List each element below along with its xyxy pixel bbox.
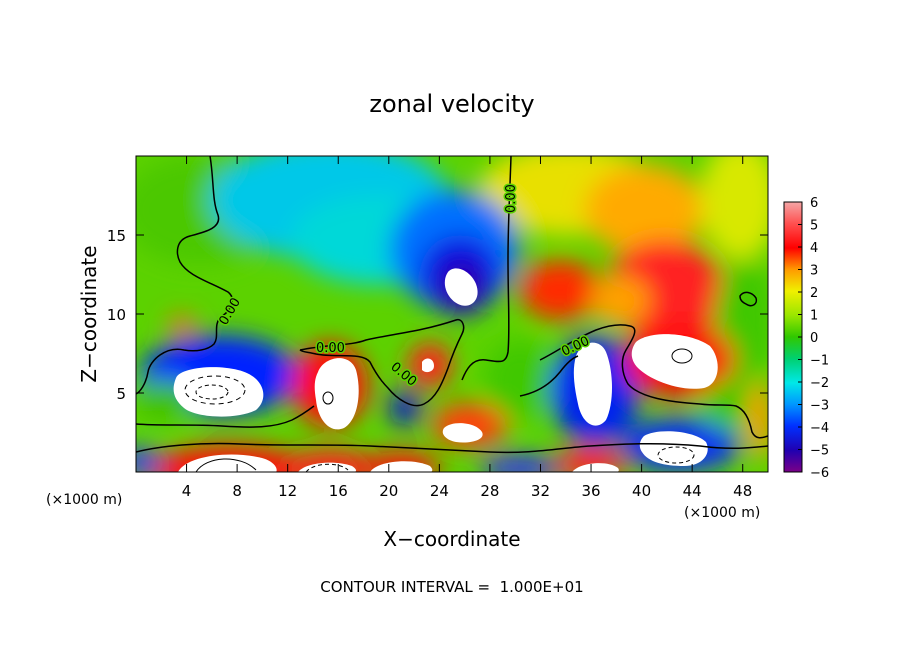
blob-orange-left bbox=[168, 316, 196, 334]
solid-contour-16 bbox=[322, 391, 334, 405]
zero-contour-right bbox=[539, 324, 768, 439]
core-upper-blue bbox=[444, 268, 478, 306]
field-blobs bbox=[136, 156, 768, 472]
y-tick-label: 5 bbox=[116, 385, 126, 403]
blob-orange-right-low bbox=[748, 380, 768, 460]
zero-contours bbox=[136, 156, 768, 454]
y-tick-label: 15 bbox=[107, 227, 126, 245]
x-tick-label: 48 bbox=[733, 482, 752, 500]
y-tick-label: 10 bbox=[107, 306, 126, 324]
velocity-field bbox=[136, 156, 768, 472]
core-left bbox=[173, 367, 264, 417]
colorbar-tick-label: 0 bbox=[810, 331, 818, 346]
x-tick-label: 32 bbox=[531, 482, 550, 500]
x-tick-label: 4 bbox=[182, 482, 192, 500]
contour-label-center-a: 0.00 bbox=[316, 341, 345, 356]
blob-red-bottom-mid bbox=[280, 450, 380, 472]
zero-contour-bottom bbox=[136, 442, 768, 454]
core-16 bbox=[314, 358, 359, 430]
core-42-low bbox=[639, 431, 708, 466]
y-axis-ticks: 5 10 15 bbox=[107, 227, 768, 403]
core-26-low bbox=[442, 423, 483, 443]
core-bottom-20 bbox=[370, 461, 433, 472]
x-tick-label: 40 bbox=[632, 482, 651, 500]
dashed-contour-left bbox=[184, 375, 246, 405]
zero-contour-right-small bbox=[739, 291, 758, 307]
blob-upper-orange bbox=[585, 165, 705, 255]
dashed-contour-bottom-16 bbox=[305, 463, 349, 472]
colorbar-tick-label: 2 bbox=[810, 286, 818, 301]
zero-contour-left bbox=[136, 156, 233, 395]
x-axis-label: X−coordinate bbox=[383, 527, 520, 551]
core-41 bbox=[631, 334, 718, 389]
colorbar-tick-label: −1 bbox=[810, 354, 829, 369]
zero-contour-center bbox=[299, 318, 465, 407]
zero-contour-low-band bbox=[136, 405, 315, 428]
colorbar-tick-label: 5 bbox=[810, 219, 818, 234]
x-tick-label: 12 bbox=[278, 482, 297, 500]
contour-interval-note: CONTOUR INTERVAL = 1.000E+01 bbox=[320, 578, 583, 596]
chart-title: zonal velocity bbox=[369, 90, 534, 118]
blob-red-mid bbox=[520, 260, 600, 320]
core-24 bbox=[422, 358, 434, 373]
colorbar-tick-label: −2 bbox=[810, 376, 829, 391]
solid-contour-bottom-8 bbox=[195, 458, 257, 472]
x-tick-label: 8 bbox=[232, 482, 242, 500]
dashed-contour-42-low bbox=[657, 446, 695, 464]
colorbar: 6 5 4 3 2 1 0 −1 −2 −3 −4 −5 −6 bbox=[783, 196, 829, 481]
colorbar-tick-label: 3 bbox=[810, 264, 818, 279]
colorbar-tick-label: −5 bbox=[810, 444, 829, 459]
saturated-cores bbox=[173, 268, 718, 472]
x-tick-label: 28 bbox=[480, 482, 499, 500]
colorbar-tick-label: 1 bbox=[810, 309, 818, 324]
contour-label-upper: 0.00 bbox=[504, 184, 519, 213]
x-unit-left: (×1000 m) bbox=[46, 492, 122, 508]
inner-contours bbox=[184, 348, 695, 472]
x-unit-right: (×1000 m) bbox=[684, 505, 760, 521]
core-bottom-left bbox=[178, 454, 277, 472]
x-tick-label: 36 bbox=[581, 482, 600, 500]
blob-blue-21 bbox=[389, 390, 421, 426]
core-36 bbox=[573, 342, 612, 426]
x-axis-ticks: 4 8 12 16 20 24 28 32 36 40 44 48 bbox=[182, 156, 752, 500]
x-tick-label: 20 bbox=[379, 482, 398, 500]
x-tick-label: 16 bbox=[329, 482, 348, 500]
core-bottom-14 bbox=[298, 462, 356, 472]
dashed-contour-left-inner bbox=[195, 384, 229, 400]
solid-contour-41 bbox=[671, 348, 693, 364]
colorbar-tick-label: −4 bbox=[810, 421, 829, 436]
x-tick-label: 44 bbox=[683, 482, 702, 500]
blob-blue-bottom-left bbox=[136, 448, 160, 472]
y-axis-label: Z−coordinate bbox=[77, 245, 101, 382]
zero-contour-vertical bbox=[461, 156, 512, 381]
colorbar-tick-label: 4 bbox=[810, 241, 818, 256]
x-tick-label: 24 bbox=[430, 482, 449, 500]
colorbar-ticks: 6 5 4 3 2 1 0 −1 −2 −3 −4 −5 −6 bbox=[798, 196, 829, 481]
colorbar-tick-label: 6 bbox=[810, 196, 818, 211]
blob-upper-right-yellow bbox=[700, 156, 768, 260]
zero-contour-low-right bbox=[519, 355, 579, 397]
colorbar-tick-label: −3 bbox=[810, 399, 829, 414]
blob-green-mid-low bbox=[485, 340, 555, 420]
core-bottom-34 bbox=[572, 463, 619, 472]
blob-blue-bottom-30 bbox=[480, 456, 560, 472]
colorbar-tick-label: −6 bbox=[810, 466, 829, 481]
blob-orange-right bbox=[590, 275, 650, 325]
